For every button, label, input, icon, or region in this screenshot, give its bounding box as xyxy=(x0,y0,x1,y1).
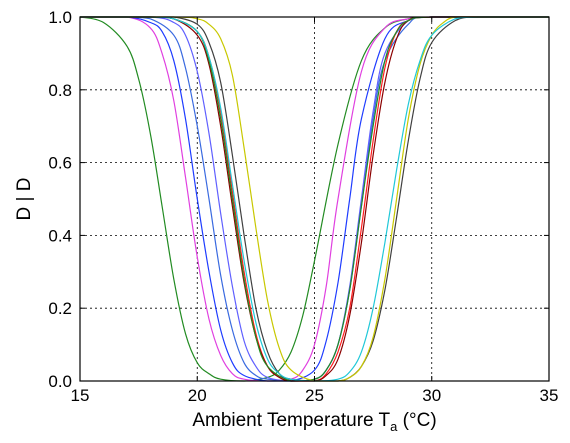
y-tick-label: 0.4 xyxy=(48,226,72,245)
x-axis-label-unit: (°C) xyxy=(397,410,436,431)
y-tick-label: 0.2 xyxy=(48,299,72,318)
y-axis-label: D | D xyxy=(14,178,35,221)
x-tick-label: 30 xyxy=(422,386,441,405)
x-axis-label-main: Ambient Temperature T xyxy=(192,410,390,431)
x-tick-label: 15 xyxy=(71,386,90,405)
y-tick-label: 1.0 xyxy=(48,8,72,27)
y-tick-label: 0.6 xyxy=(48,154,72,173)
x-axis-label-subscript: a xyxy=(390,419,398,434)
x-tick-label: 35 xyxy=(540,386,559,405)
y-tick-label: 0.8 xyxy=(48,81,72,100)
y-tick-labels: 0.0 0.2 0.4 0.6 0.8 1.0 xyxy=(48,8,72,391)
y-tick-label: 0.0 xyxy=(48,372,72,391)
series-line-4 xyxy=(80,16,549,382)
x-axis-label: Ambient Temperature Ta (°C) xyxy=(192,410,436,434)
x-tick-label: 20 xyxy=(188,386,207,405)
x-tick-labels: 15 20 25 30 35 xyxy=(71,386,559,405)
x-tick-label: 25 xyxy=(305,386,324,405)
axis-ticks xyxy=(79,16,550,382)
